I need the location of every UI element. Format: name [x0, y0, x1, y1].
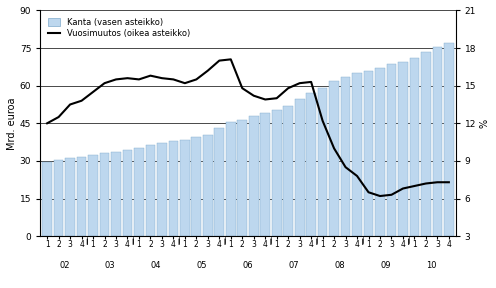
Bar: [398, 62, 408, 236]
Text: 08: 08: [334, 261, 345, 270]
Bar: [134, 148, 144, 236]
Y-axis label: %: %: [479, 119, 489, 128]
Bar: [410, 58, 419, 236]
Bar: [180, 140, 190, 236]
Bar: [111, 152, 121, 236]
Bar: [214, 128, 224, 236]
Text: 06: 06: [243, 261, 253, 270]
Bar: [352, 73, 362, 236]
Bar: [421, 52, 431, 236]
Bar: [42, 162, 52, 236]
Bar: [318, 88, 327, 236]
Text: 03: 03: [105, 261, 116, 270]
Bar: [341, 77, 351, 236]
Text: 07: 07: [289, 261, 299, 270]
Bar: [157, 143, 167, 236]
Bar: [191, 137, 201, 236]
Bar: [386, 64, 396, 236]
Bar: [169, 141, 178, 236]
Text: 10: 10: [427, 261, 437, 270]
Bar: [145, 145, 155, 236]
Text: 02: 02: [59, 261, 69, 270]
Bar: [249, 116, 258, 236]
Bar: [77, 157, 86, 236]
Bar: [295, 99, 305, 236]
Bar: [100, 154, 110, 236]
Bar: [306, 93, 316, 236]
Bar: [54, 160, 63, 236]
Bar: [375, 68, 385, 236]
Y-axis label: Mrd. euroa: Mrd. euroa: [7, 97, 17, 149]
Legend: Kanta (vasen asteikko), Vuosimuutos (oikea asteikko): Kanta (vasen asteikko), Vuosimuutos (oik…: [45, 15, 193, 42]
Bar: [364, 71, 373, 236]
Bar: [238, 120, 247, 236]
Text: 05: 05: [197, 261, 207, 270]
Bar: [226, 122, 236, 236]
Text: 04: 04: [151, 261, 161, 270]
Bar: [444, 43, 454, 236]
Bar: [65, 158, 75, 236]
Bar: [283, 106, 293, 236]
Bar: [260, 113, 270, 236]
Bar: [272, 109, 282, 236]
Bar: [433, 47, 442, 236]
Bar: [203, 134, 213, 236]
Bar: [88, 156, 98, 236]
Text: 09: 09: [380, 261, 391, 270]
Bar: [123, 150, 132, 236]
Bar: [329, 81, 339, 236]
